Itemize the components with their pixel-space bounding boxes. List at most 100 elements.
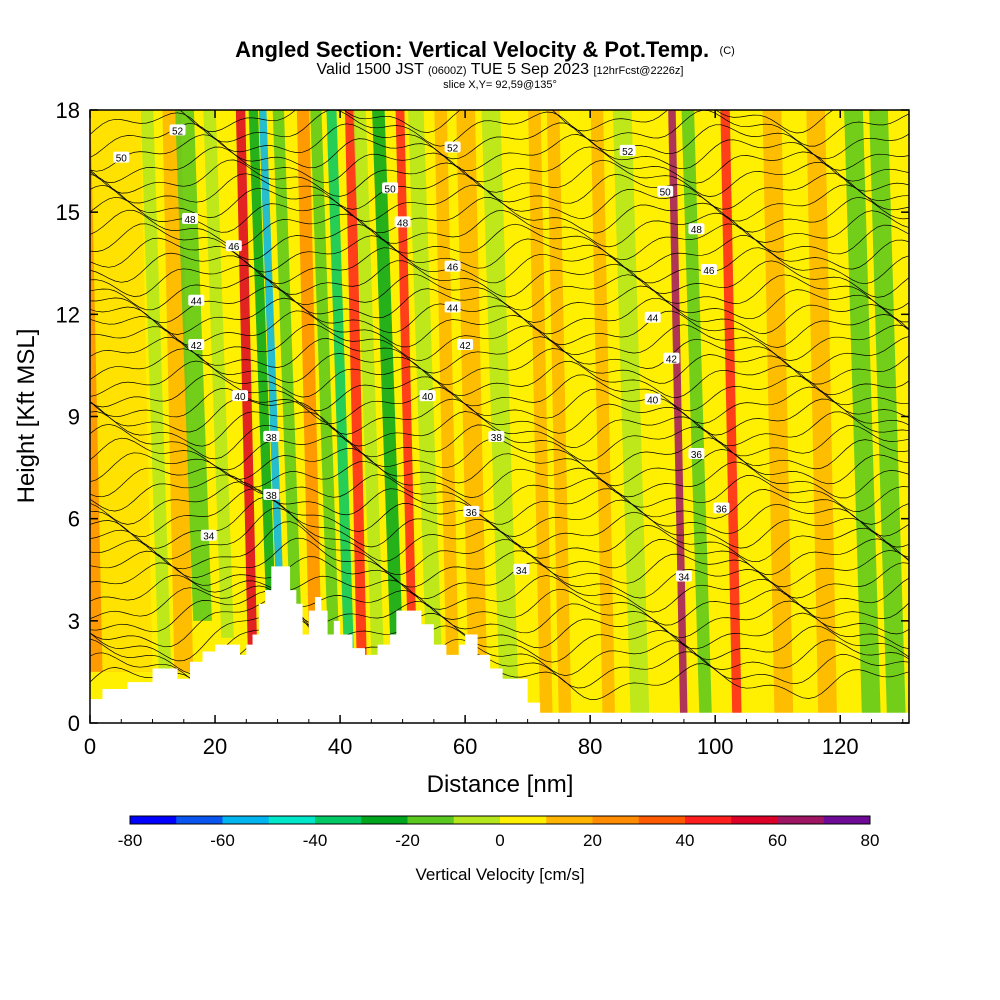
- theta-contour-30: [90, 285, 909, 324]
- velocity-band-29: [806, 110, 838, 723]
- theta-contour-32: [90, 260, 909, 298]
- theta-contour-6: [90, 585, 909, 626]
- svg-text:52: 52: [447, 143, 459, 154]
- theta-contour-27: [90, 324, 909, 361]
- svg-text:40: 40: [422, 392, 434, 403]
- theta-contour-39: [90, 172, 909, 210]
- x-axis-label: Distance [nm]: [427, 771, 574, 798]
- svg-text:52: 52: [172, 126, 184, 137]
- svg-text:38: 38: [491, 433, 503, 444]
- svg-text:40: 40: [234, 392, 246, 403]
- svg-text:34: 34: [516, 566, 528, 577]
- theta-label-7: 38: [263, 430, 280, 444]
- svg-text:44: 44: [191, 297, 203, 308]
- theta-label-16: 40: [419, 390, 436, 403]
- theta-label-1: 50: [113, 151, 130, 165]
- x-tick-label-0: 0: [84, 734, 96, 759]
- theta-label-10: 52: [444, 141, 461, 154]
- velocity-band-31: [869, 110, 906, 723]
- velocity-band-30: [844, 110, 881, 723]
- y-tick-label-2: 6: [68, 507, 80, 532]
- theta-contour-4: [90, 597, 909, 650]
- colorbar-tick-5: 20: [583, 831, 602, 850]
- theta-label-26: 40: [644, 393, 661, 406]
- theta-contour-25: [90, 348, 909, 386]
- slice-label: slice X,Y= 92,59@135°: [443, 79, 557, 91]
- velocity-band-12: [326, 110, 355, 672]
- y-tick-label-6: 18: [56, 98, 80, 123]
- velocity-band-28: [762, 110, 794, 723]
- theta-contour-37: [90, 196, 909, 234]
- theta-contour-3: [90, 607, 909, 663]
- theta-contour-20: [90, 411, 909, 448]
- x-tick-label-6: 120: [822, 734, 859, 759]
- svg-text:42: 42: [666, 355, 678, 366]
- velocity-band-20: [481, 110, 519, 689]
- theta-label-9: 34: [200, 529, 217, 543]
- svg-text:46: 46: [228, 242, 240, 253]
- svg-text:38: 38: [266, 491, 278, 502]
- colorbar-swatch-8: [500, 816, 547, 824]
- colorbar-tick-1: -60: [210, 831, 235, 850]
- theta-contour-21: [90, 398, 909, 436]
- theta-label-20: 52: [619, 144, 636, 158]
- colorbar-swatch-10: [592, 816, 640, 824]
- colorbar-tick-7: 60: [768, 831, 787, 850]
- x-tick-label-3: 60: [453, 734, 477, 759]
- theta-label-14: 44: [444, 301, 461, 315]
- theta-label-24: 44: [644, 311, 661, 325]
- svg-text:50: 50: [385, 184, 397, 195]
- svg-text:48: 48: [184, 215, 196, 226]
- theta-contour-10: [90, 521, 909, 576]
- theta-label-22: 48: [688, 223, 705, 236]
- svg-text:46: 46: [703, 266, 715, 277]
- colorbar-tick-8: 80: [861, 831, 880, 850]
- theta-contour-16: [90, 460, 909, 499]
- svg-text:48: 48: [397, 218, 409, 229]
- velocity-band-4: [175, 110, 212, 621]
- svg-text:36: 36: [691, 450, 703, 461]
- theta-contour-33: [90, 247, 909, 285]
- colorbar-tick-0: -80: [118, 831, 143, 850]
- y-axis-label: Height [Kft MSL]: [13, 329, 40, 504]
- svg-text:34: 34: [203, 532, 215, 543]
- svg-text:42: 42: [191, 341, 203, 352]
- theta-label-3: 46: [225, 240, 242, 253]
- colorbar-swatch-9: [546, 816, 593, 824]
- colorbar-swatch-7: [453, 816, 501, 824]
- x-tick-label-5: 100: [697, 734, 734, 759]
- theta-contour-13: [90, 488, 909, 538]
- theta-contour-31: [90, 273, 909, 311]
- colorbar-swatch-15: [823, 816, 871, 824]
- colorbar-swatch-1: [176, 816, 223, 824]
- velocity-band-25: [668, 110, 688, 723]
- velocity-band-18: [434, 110, 459, 672]
- svg-text:50: 50: [116, 154, 128, 165]
- theta-label-25: 42: [663, 352, 680, 366]
- theta-contour-17: [90, 448, 909, 487]
- theta-contour-14: [90, 481, 909, 525]
- theta-label-29: 34: [675, 570, 692, 584]
- svg-text:48: 48: [691, 225, 703, 236]
- theta-label-13: 46: [444, 260, 461, 274]
- x-tick-label-2: 40: [328, 734, 352, 759]
- colorbar-swatch-0: [130, 816, 177, 824]
- theta-label-12: 48: [394, 216, 411, 229]
- velocity-band-11: [310, 110, 340, 655]
- svg-text:40: 40: [647, 395, 659, 406]
- colorbar-tick-4: 0: [495, 831, 504, 850]
- theta-label-18: 36: [463, 505, 480, 519]
- colorbar-label: Vertical Velocity [cm/s]: [415, 865, 584, 884]
- velocity-band-27: [720, 110, 742, 723]
- velocity-band-10: [296, 110, 322, 638]
- theta-label-17: 38: [488, 430, 505, 444]
- theta-label-0: 52: [169, 124, 186, 137]
- theta-label-28: 36: [713, 502, 730, 515]
- theta-contour-38: [90, 184, 909, 222]
- theta-contour-12: [90, 496, 909, 549]
- theta-label-8: 38: [263, 488, 280, 502]
- colorbar-swatch-11: [638, 816, 686, 824]
- velocity-band-17: [408, 110, 442, 655]
- velocity-band-14: [353, 110, 384, 655]
- plot-area: 52 50 48 46 44 42 40 38 38 34 52 50 48 46 44 42 40 38 36 34…: [90, 110, 909, 723]
